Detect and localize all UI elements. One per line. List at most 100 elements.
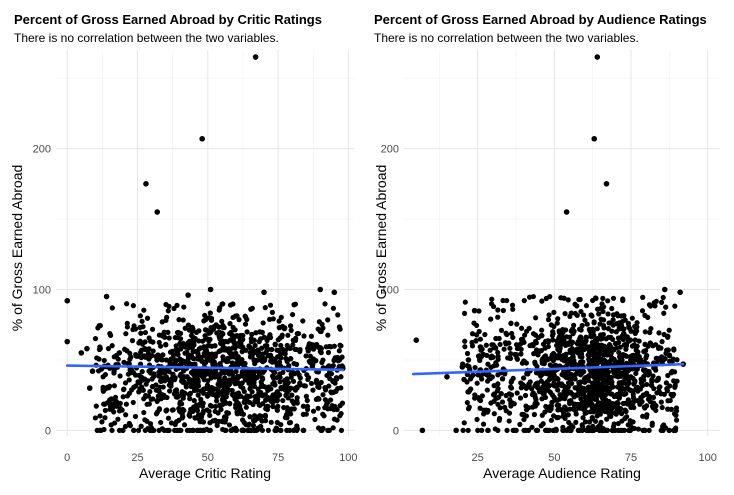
data-point <box>538 423 544 429</box>
data-point <box>209 343 215 349</box>
data-point <box>272 341 278 347</box>
x-tick-label: 50 <box>548 452 560 464</box>
data-point <box>227 302 234 308</box>
data-point <box>195 427 201 433</box>
data-point <box>256 356 263 362</box>
data-point <box>631 342 637 348</box>
data-point <box>539 327 545 333</box>
data-point <box>147 389 153 395</box>
data-point <box>620 380 627 386</box>
data-point <box>562 415 568 422</box>
data-point <box>507 355 514 361</box>
data-point <box>173 343 179 349</box>
data-point <box>163 408 169 414</box>
data-point <box>169 348 175 354</box>
data-point <box>276 347 282 354</box>
data-point <box>555 407 561 413</box>
data-point <box>589 392 595 398</box>
data-point <box>594 402 600 408</box>
grid <box>56 50 354 436</box>
data-point <box>665 333 671 339</box>
y-tick-label: 100 <box>381 284 399 296</box>
data-point <box>598 316 604 322</box>
data-point <box>628 328 634 334</box>
data-point <box>135 353 141 359</box>
data-point <box>122 380 129 386</box>
data-point <box>184 427 191 433</box>
data-point <box>174 390 180 397</box>
data-point <box>281 404 287 411</box>
data-point <box>464 350 471 357</box>
data-point <box>594 54 601 60</box>
data-point <box>663 380 669 386</box>
data-point <box>508 392 515 398</box>
data-point <box>86 385 93 391</box>
data-point <box>609 355 615 361</box>
data-point <box>330 425 336 431</box>
data-point <box>550 374 556 380</box>
data-point <box>218 378 224 385</box>
data-point <box>92 415 98 421</box>
data-point <box>150 348 156 354</box>
data-point <box>249 305 255 311</box>
data-point <box>184 374 190 380</box>
data-point <box>493 335 499 342</box>
data-point <box>419 427 426 434</box>
data-point <box>565 390 571 396</box>
data-point <box>277 335 283 341</box>
data-point <box>267 302 274 308</box>
data-point <box>580 415 586 421</box>
data-point <box>117 373 123 379</box>
data-point <box>661 356 667 363</box>
data-point <box>265 403 271 409</box>
data-point <box>518 380 524 386</box>
data-point <box>495 372 501 378</box>
data-point <box>490 354 496 360</box>
data-point <box>548 417 554 423</box>
data-point <box>568 427 574 433</box>
data-point <box>246 421 252 427</box>
data-point <box>595 426 601 432</box>
data-point <box>503 341 509 347</box>
data-point <box>209 384 215 391</box>
data-point <box>576 386 582 392</box>
data-point <box>650 394 657 400</box>
data-point <box>644 381 650 388</box>
data-point <box>642 427 648 433</box>
data-point <box>113 352 120 359</box>
data-point <box>218 333 224 339</box>
data-point <box>288 327 294 333</box>
data-point <box>568 422 574 428</box>
data-point <box>101 401 107 407</box>
data-point <box>130 326 136 333</box>
data-point <box>204 354 210 360</box>
data-point <box>100 386 106 392</box>
data-point <box>246 343 252 349</box>
data-point <box>337 326 343 332</box>
data-point <box>619 411 625 417</box>
data-point <box>205 301 211 307</box>
data-point <box>530 331 537 337</box>
data-point <box>648 341 654 347</box>
data-point <box>521 298 527 304</box>
chart-title: Percent of Gross Earned Abroad by Critic… <box>14 12 322 27</box>
data-point <box>575 340 581 346</box>
data-point <box>192 385 198 391</box>
data-point <box>657 384 663 390</box>
data-point <box>109 343 115 349</box>
data-point <box>97 345 103 352</box>
data-point <box>78 350 85 356</box>
data-point <box>633 366 640 373</box>
data-point <box>568 328 574 334</box>
data-point <box>233 368 239 375</box>
data-point <box>472 364 478 371</box>
y-tick-label: 200 <box>381 144 399 156</box>
data-point <box>574 401 580 408</box>
data-point <box>615 313 621 319</box>
data-point <box>222 427 228 433</box>
data-point <box>213 386 219 392</box>
data-point <box>597 372 603 379</box>
data-point <box>278 421 284 428</box>
data-point <box>231 339 237 346</box>
data-point <box>166 335 172 341</box>
